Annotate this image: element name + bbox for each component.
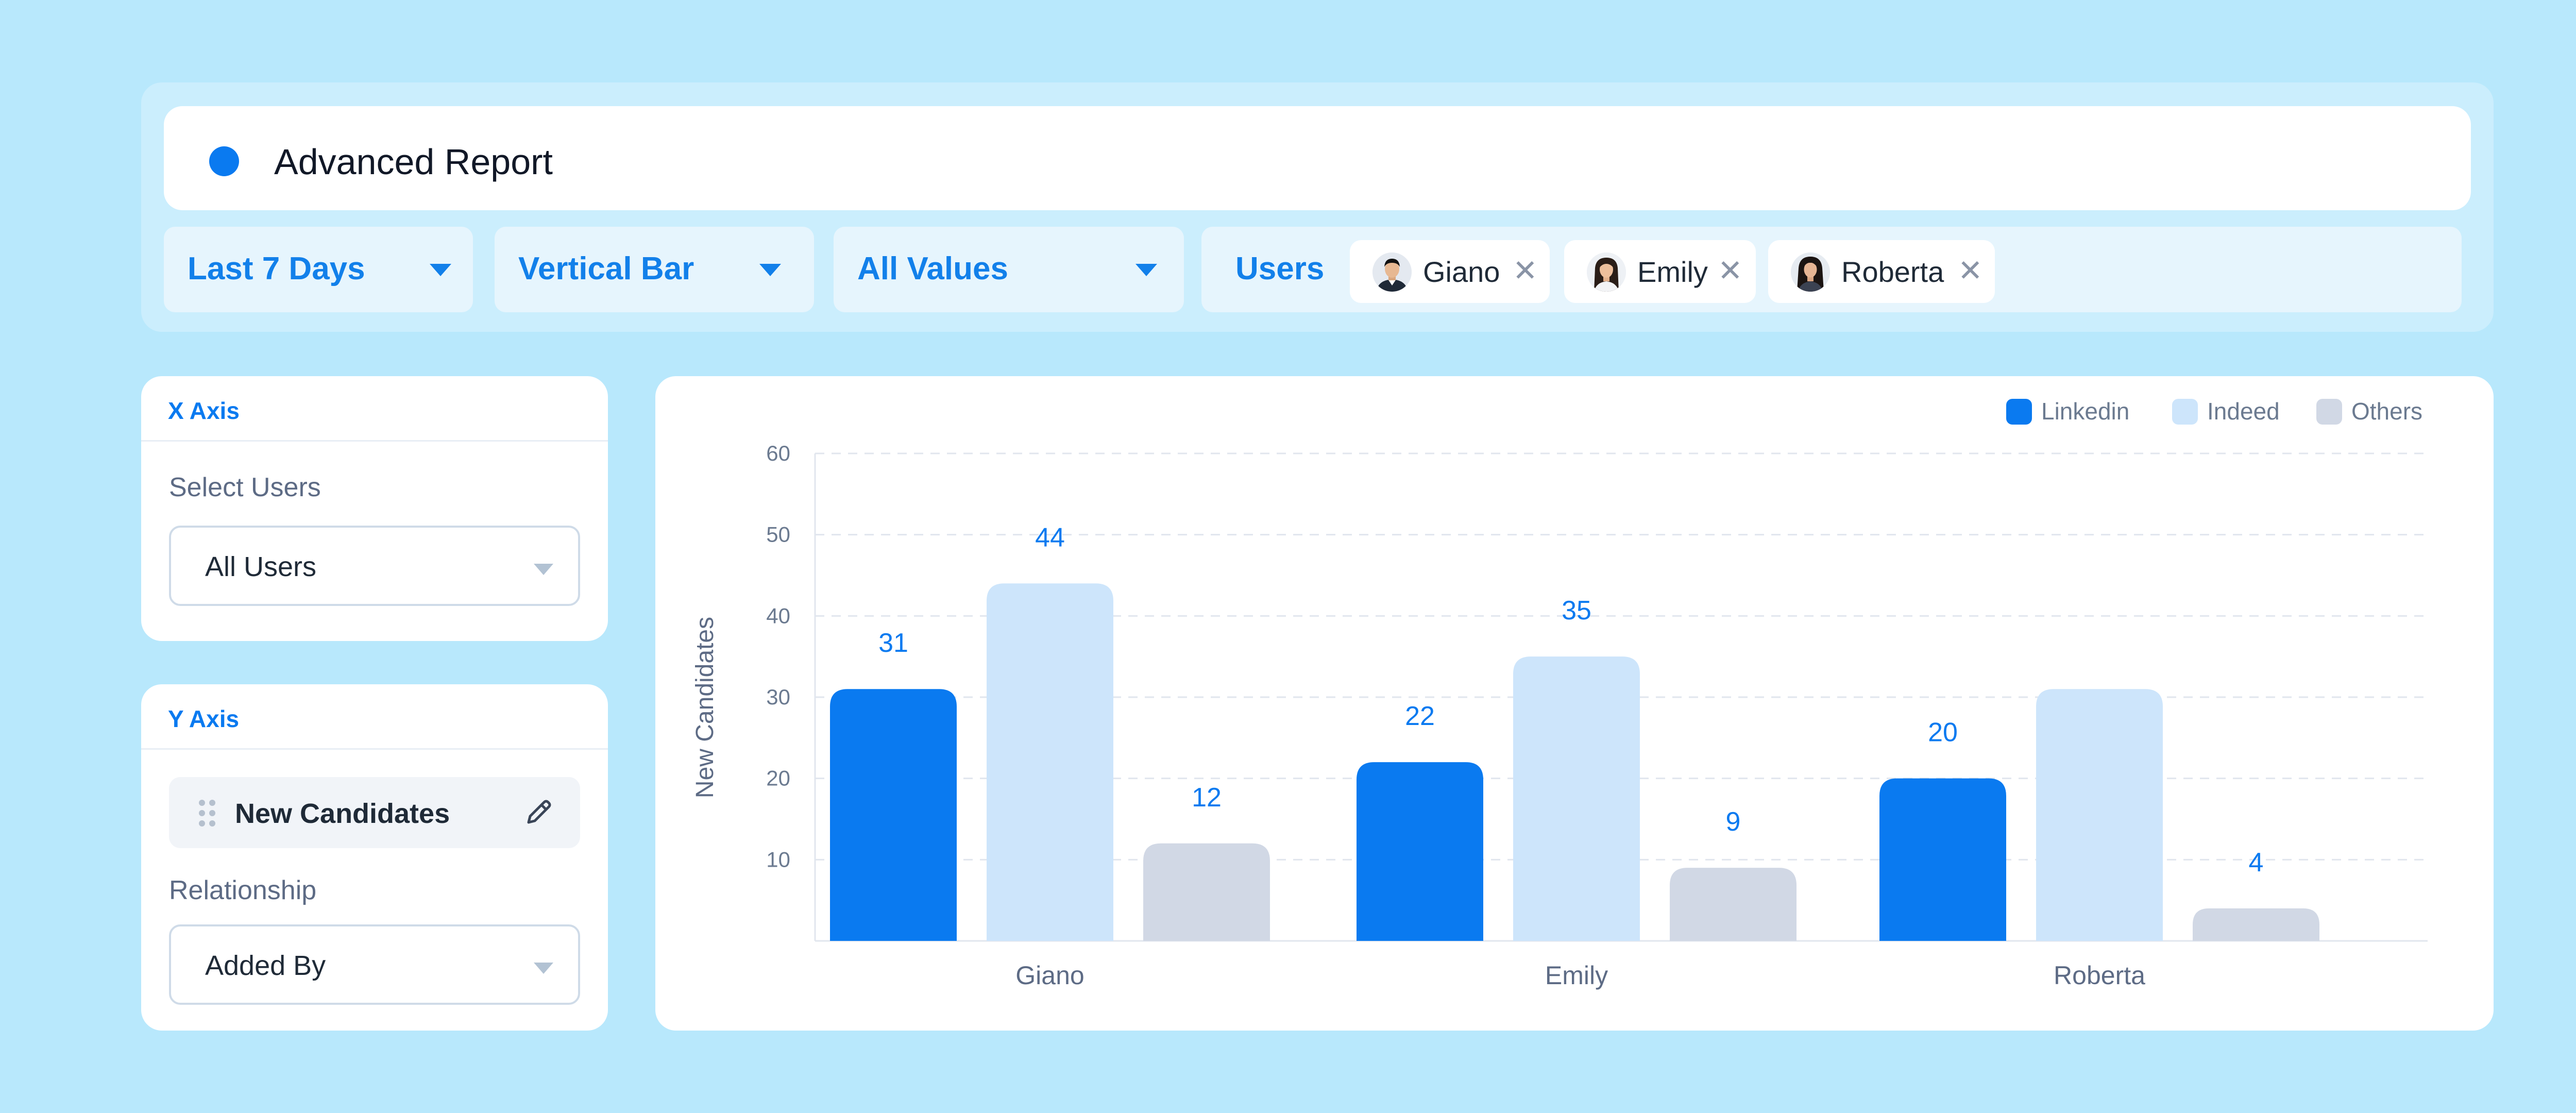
legend-label-indeed: Indeed bbox=[2207, 398, 2280, 425]
remove-user-icon[interactable]: ✕ bbox=[1958, 254, 1983, 288]
chevron-down-icon bbox=[534, 564, 553, 575]
y-axis-metric-item[interactable]: New Candidates bbox=[169, 777, 580, 848]
legend-label-linkedin: Linkedin bbox=[2041, 398, 2129, 425]
chevron-down-icon bbox=[430, 264, 451, 276]
select-users-label: Select Users bbox=[169, 473, 321, 502]
y-tick-label: 60 bbox=[766, 441, 790, 465]
chevron-down-icon bbox=[1136, 264, 1157, 276]
data-label: 44 bbox=[1035, 522, 1065, 552]
x-tick-label: Giano bbox=[1015, 961, 1084, 990]
user-chip-roberta[interactable]: Roberta ✕ bbox=[1768, 240, 1995, 303]
y-tick-label: 10 bbox=[766, 847, 790, 871]
users-filter[interactable]: Users Giano ✕ bbox=[1201, 227, 2462, 312]
drag-handle-icon[interactable] bbox=[197, 799, 217, 828]
user-chip-emily[interactable]: Emily ✕ bbox=[1564, 240, 1756, 303]
avatar-woman-icon bbox=[1587, 252, 1626, 292]
report-header-panel: Advanced Report Last 7 Days Vertical Bar… bbox=[141, 82, 2494, 332]
x-tick-label: Emily bbox=[1545, 961, 1608, 990]
values-dropdown[interactable]: All Values bbox=[834, 227, 1184, 312]
data-label: 35 bbox=[1562, 596, 1591, 626]
chart-type-label: Vertical Bar bbox=[518, 251, 694, 286]
user-chip-name: Emily bbox=[1637, 256, 1708, 288]
y-axis-title: Y Axis bbox=[168, 705, 240, 732]
user-chip-name: Giano bbox=[1423, 256, 1500, 288]
y-tick-label: 20 bbox=[766, 766, 790, 790]
remove-user-icon[interactable]: ✕ bbox=[1513, 254, 1538, 288]
remove-user-icon[interactable]: ✕ bbox=[1718, 254, 1743, 288]
bar-indeed-emily bbox=[1513, 656, 1640, 941]
report-status-dot bbox=[209, 146, 239, 176]
select-users-dropdown[interactable]: All Users bbox=[169, 526, 580, 606]
data-label: 12 bbox=[1192, 783, 1222, 813]
y-tick-label: 50 bbox=[766, 522, 790, 547]
divider bbox=[141, 440, 608, 442]
chevron-down-icon bbox=[759, 264, 781, 276]
bar-others-roberta bbox=[2193, 908, 2319, 941]
report-title-bar: Advanced Report bbox=[164, 106, 2471, 210]
date-range-dropdown[interactable]: Last 7 Days bbox=[164, 227, 473, 312]
user-chip-name: Roberta bbox=[1841, 256, 1944, 288]
divider bbox=[141, 748, 608, 750]
legend-swatch-linkedin bbox=[2006, 399, 2032, 425]
values-label: All Values bbox=[857, 251, 1008, 286]
x-axis-title: X Axis bbox=[168, 397, 240, 424]
bar-others-emily bbox=[1670, 868, 1797, 941]
y-tick-label: 30 bbox=[766, 685, 790, 709]
users-filter-label: Users bbox=[1235, 251, 1325, 286]
bar-others-giano bbox=[1143, 843, 1270, 941]
legend-label-others: Others bbox=[2351, 398, 2422, 425]
avatar-man-icon bbox=[1372, 252, 1412, 292]
bar-linkedin-roberta bbox=[1879, 778, 2006, 941]
data-label: 9 bbox=[1726, 807, 1741, 837]
y-axis-metric-label: New Candidates bbox=[235, 798, 450, 829]
bar-linkedin-emily bbox=[1357, 762, 1483, 941]
legend-swatch-others bbox=[2316, 399, 2342, 425]
relationship-label: Relationship bbox=[169, 875, 317, 905]
y-tick-label: 40 bbox=[766, 603, 790, 628]
chevron-down-icon bbox=[534, 963, 553, 974]
legend-swatch-indeed bbox=[2172, 399, 2198, 425]
data-label: 31 bbox=[878, 628, 908, 658]
relationship-dropdown[interactable]: Added By bbox=[169, 924, 580, 1005]
report-title: Advanced Report bbox=[274, 142, 553, 182]
select-users-value: All Users bbox=[205, 551, 317, 582]
x-axis-card: X Axis Select Users All Users bbox=[141, 376, 608, 641]
pencil-icon[interactable] bbox=[522, 797, 554, 829]
y-axis-card: Y Axis New Candidates Relationship Added… bbox=[141, 684, 608, 1031]
date-range-label: Last 7 Days bbox=[188, 251, 365, 286]
x-tick-label: Roberta bbox=[2054, 961, 2145, 990]
bar-indeed-roberta bbox=[2036, 689, 2163, 941]
chart-type-dropdown[interactable]: Vertical Bar bbox=[495, 227, 814, 312]
data-label: 20 bbox=[1928, 718, 1958, 748]
chart-card: 10 20 30 40 50 60 New Candidates 31 44 12 Giano 22 3… bbox=[655, 376, 2494, 1031]
bar-chart: 10 20 30 40 50 60 New Candidates 31 44 12 Giano 22 3… bbox=[691, 398, 2428, 990]
bar-linkedin-giano bbox=[830, 689, 957, 941]
data-label: 22 bbox=[1405, 701, 1435, 731]
relationship-value: Added By bbox=[205, 950, 326, 981]
avatar-woman-icon bbox=[1791, 252, 1830, 292]
data-label: 4 bbox=[2249, 848, 2264, 878]
user-chip-giano[interactable]: Giano ✕ bbox=[1350, 240, 1550, 303]
y-axis-title: New Candidates bbox=[691, 617, 719, 798]
bar-indeed-giano bbox=[987, 583, 1113, 941]
